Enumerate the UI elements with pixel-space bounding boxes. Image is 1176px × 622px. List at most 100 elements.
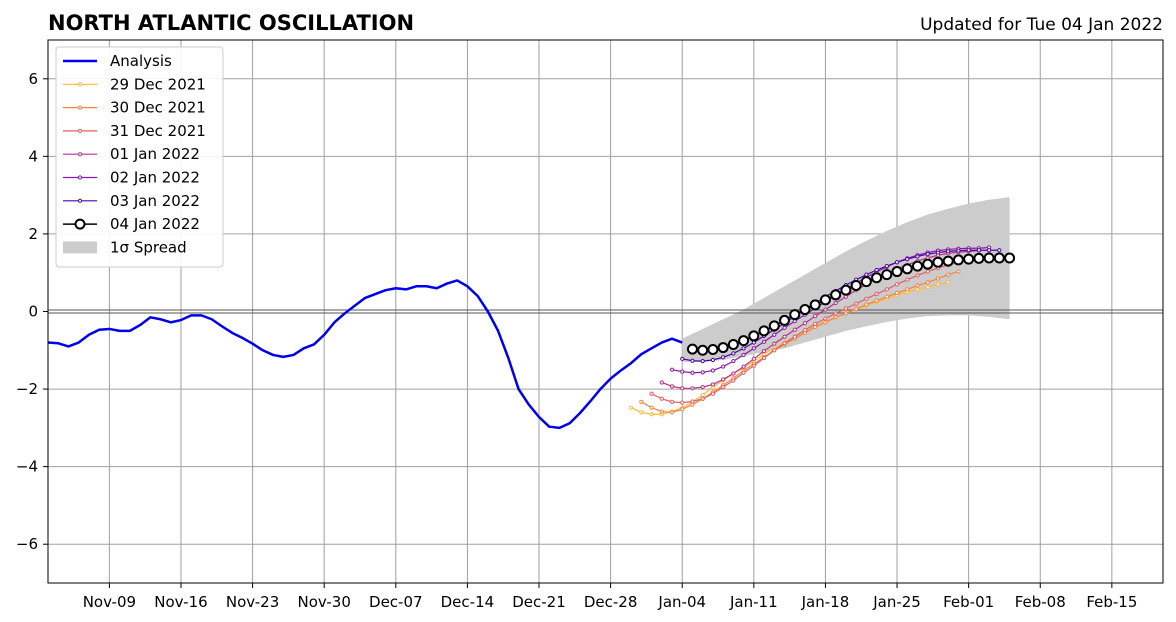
spread-layer — [682, 197, 1010, 362]
x-tick-label: Dec-28 — [584, 593, 638, 611]
x-tick-label: Feb-01 — [943, 593, 994, 611]
data-point — [700, 396, 705, 401]
x-axis: Nov-09 Nov-16 Nov-23 Nov-30 Dec-07 Dec-14 Dec-… — [83, 583, 1137, 611]
data-point — [901, 263, 913, 275]
data-point — [884, 264, 889, 269]
data-point — [915, 283, 920, 288]
data-point — [727, 338, 739, 350]
data-point — [741, 370, 746, 375]
data-point — [649, 412, 654, 417]
data-point — [710, 391, 716, 396]
data-point — [680, 369, 685, 374]
data-point — [813, 314, 818, 319]
data-point — [789, 309, 801, 321]
data-point — [935, 250, 941, 255]
x-tick-label: Feb-08 — [1015, 593, 1066, 611]
data-point — [963, 253, 975, 265]
data-point — [997, 248, 1002, 253]
data-point — [669, 410, 675, 415]
legend-marker — [77, 152, 83, 157]
legend-label: 1σ Spread — [110, 238, 187, 256]
data-point — [823, 320, 828, 325]
data-point — [983, 252, 995, 264]
data-point — [854, 306, 859, 311]
x-tick-label: Dec-14 — [441, 593, 495, 611]
data-point — [741, 364, 746, 369]
data-point — [915, 273, 920, 278]
data-point — [891, 266, 903, 278]
data-point — [738, 335, 750, 347]
data-point — [761, 355, 767, 361]
data-point — [819, 294, 831, 306]
legend-label: 02 Jan 2022 — [110, 169, 200, 187]
data-point — [905, 277, 910, 282]
data-point — [1004, 252, 1016, 264]
legend-box — [55, 46, 224, 268]
data-point — [628, 405, 634, 410]
data-point — [772, 348, 777, 353]
series-analysis — [47, 279, 683, 430]
data-point — [915, 287, 920, 292]
data-point — [659, 380, 664, 385]
data-point — [956, 248, 961, 253]
data-point — [925, 284, 930, 290]
data-point — [680, 407, 685, 412]
data-point — [922, 258, 934, 270]
legend-marker — [77, 198, 83, 203]
zero-line-layer — [48, 309, 1163, 314]
x-tick-label: Nov-09 — [83, 593, 136, 611]
data-point — [680, 400, 685, 405]
y-tick-label: 2 — [28, 225, 38, 243]
legend-marker — [77, 175, 83, 180]
x-tick-label: Jan-04 — [657, 593, 706, 611]
data-point — [782, 341, 787, 346]
chart-subtitle: Updated for Tue 04 Jan 2022 — [920, 15, 1163, 35]
series-04-jan-2022 — [686, 252, 1016, 356]
data-point — [843, 306, 848, 311]
y-tick-label: −2 — [16, 380, 38, 398]
data-point — [751, 363, 756, 368]
data-point — [905, 287, 910, 292]
data-point — [935, 276, 941, 281]
spread-band — [682, 197, 1010, 362]
data-point — [741, 352, 746, 358]
data-point — [707, 344, 719, 356]
data-point — [761, 348, 767, 354]
legend-item: 01 Jan 2022 — [63, 145, 200, 163]
data-point — [925, 269, 930, 274]
data-point — [669, 367, 675, 372]
legend: Analysis 29 Dec 2021 30 Dec 2021 31 Dec 202… — [55, 46, 224, 268]
data-point — [802, 321, 808, 326]
data-point — [823, 307, 828, 312]
legend-label: 03 Jan 2022 — [110, 192, 200, 210]
data-point — [911, 260, 923, 272]
legend-label: 30 Dec 2021 — [110, 99, 206, 117]
data-point — [659, 396, 664, 401]
data-point — [854, 301, 859, 306]
data-point — [942, 255, 954, 267]
data-point — [946, 249, 951, 254]
data-point — [772, 332, 777, 337]
data-point — [915, 254, 920, 259]
data-point — [731, 359, 736, 364]
legend-item: 04 Jan 2022 — [63, 215, 200, 233]
data-point — [721, 364, 726, 369]
data-point — [717, 342, 729, 354]
data-point — [864, 302, 869, 307]
data-point — [833, 315, 838, 320]
data-point — [782, 325, 787, 330]
data-point — [700, 370, 705, 375]
data-point — [721, 355, 726, 360]
data-point — [772, 341, 777, 346]
data-point — [639, 399, 644, 404]
data-point — [874, 267, 879, 273]
data-point — [751, 346, 756, 351]
data-point — [690, 386, 695, 391]
data-point — [799, 304, 811, 316]
series-layer — [47, 245, 1016, 430]
data-point — [864, 296, 869, 301]
data-point — [813, 321, 818, 327]
data-point — [874, 298, 879, 303]
data-point — [966, 248, 971, 253]
data-point — [748, 330, 760, 342]
